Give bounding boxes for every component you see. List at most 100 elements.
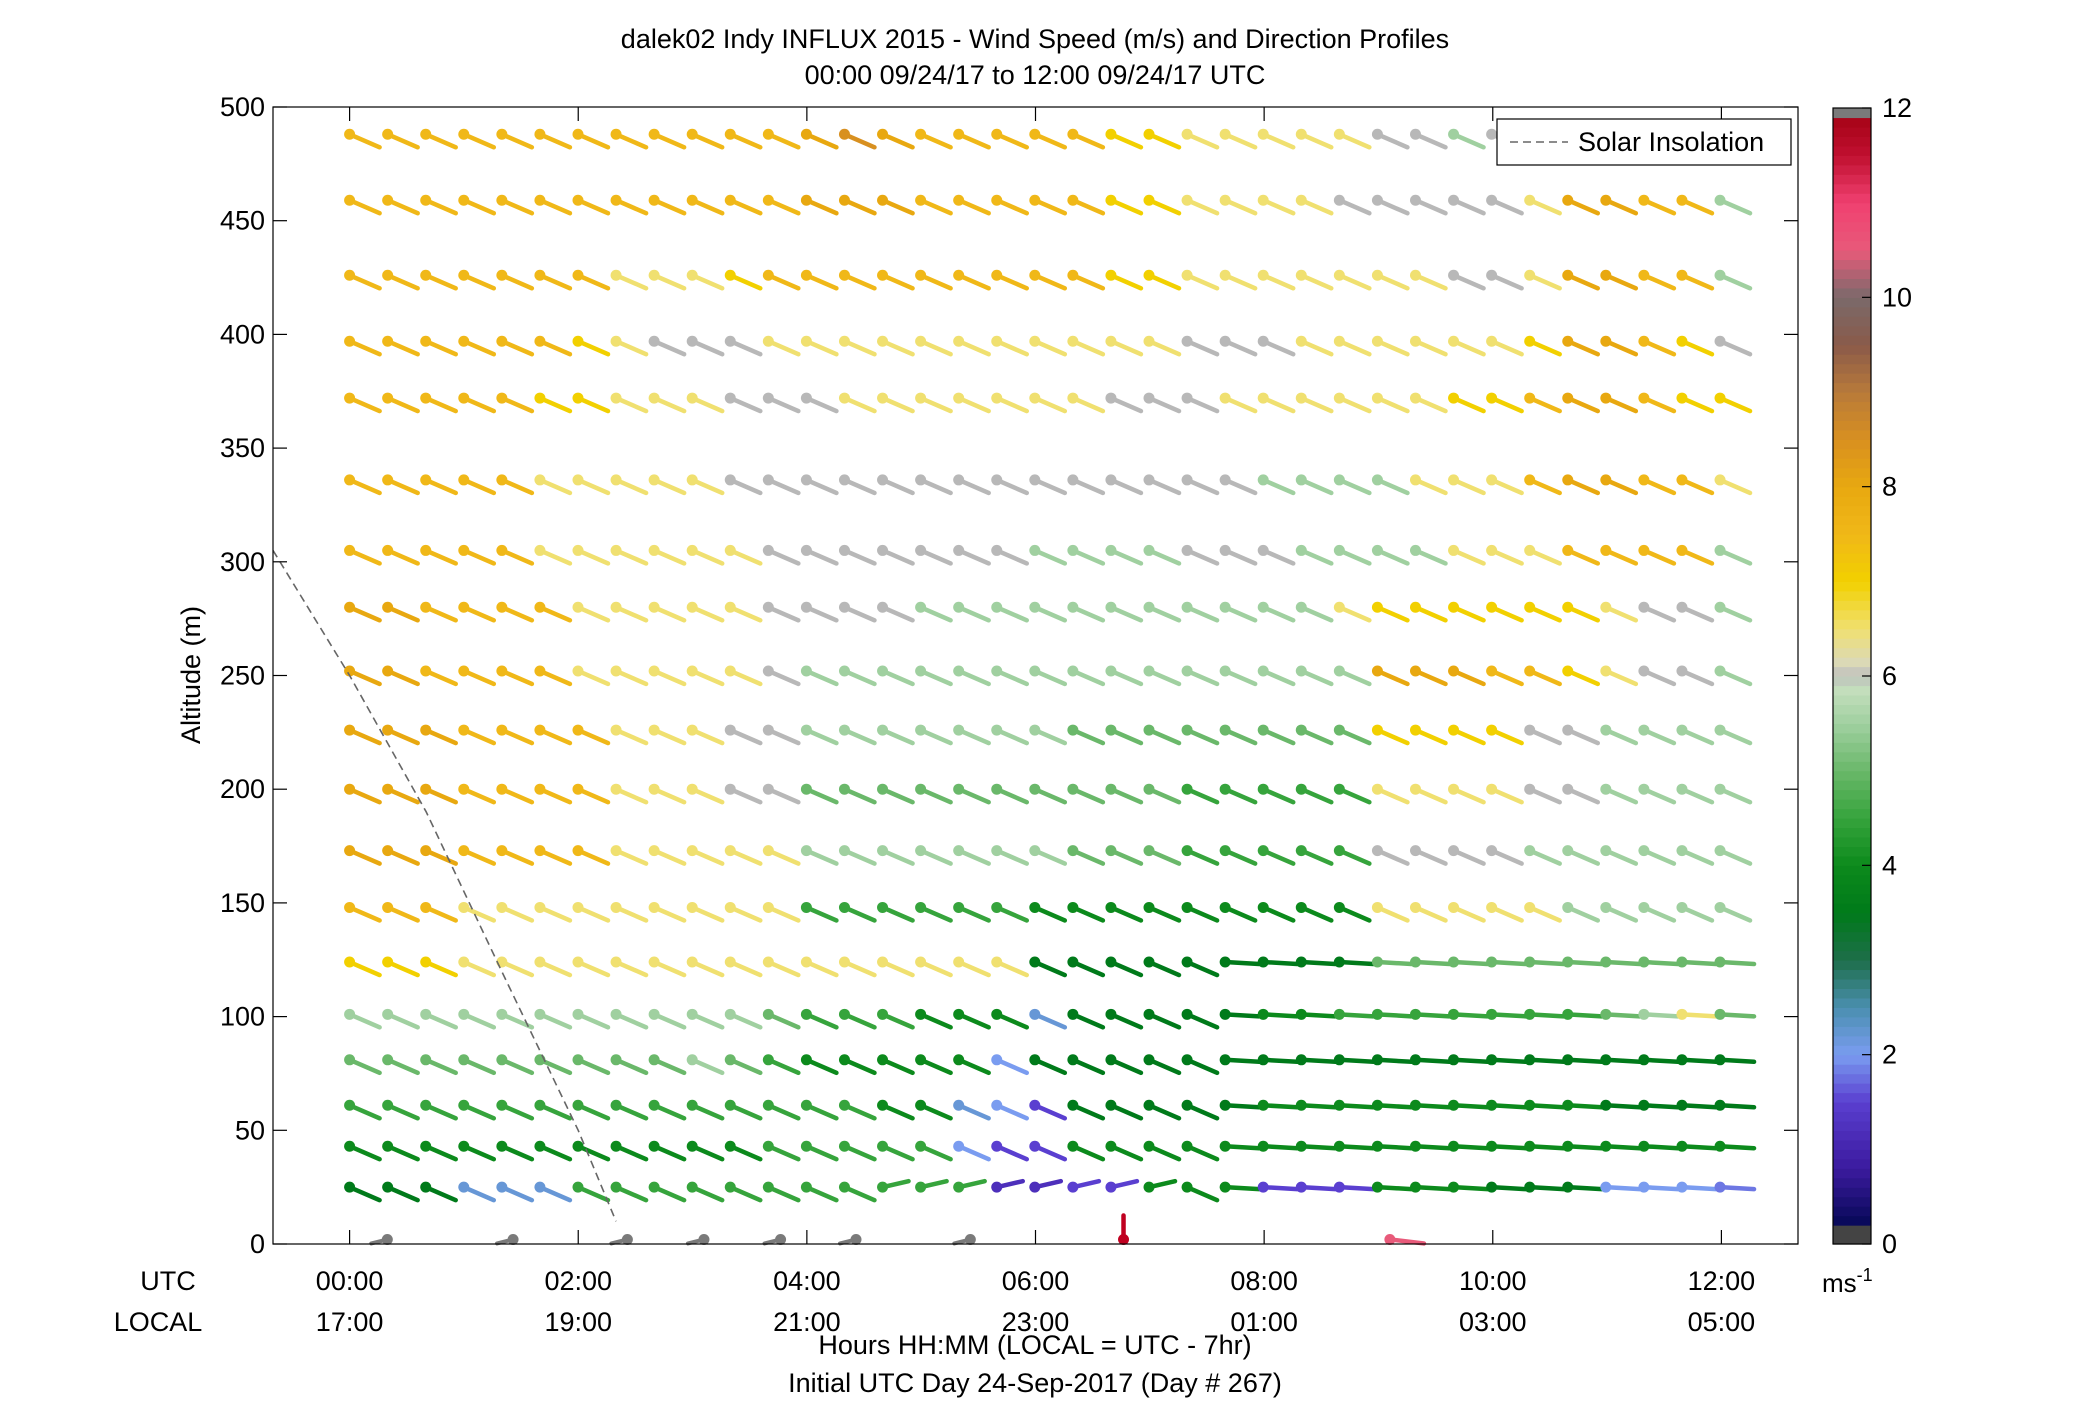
wind-barb-stem bbox=[1222, 1057, 1262, 1065]
wind-barb-dot bbox=[991, 956, 1003, 968]
wind-barb-dot bbox=[1371, 194, 1383, 206]
colorbar-segment bbox=[1833, 694, 1871, 705]
colorbar-segment bbox=[1833, 221, 1871, 232]
wind-barb-dot bbox=[1219, 392, 1231, 404]
wind-barb-dot bbox=[991, 1099, 1003, 1111]
wind-barb-dot bbox=[572, 665, 584, 677]
wind-barb-dot bbox=[877, 1181, 889, 1193]
wind-barb-dot bbox=[1333, 544, 1345, 556]
wind-barb-dot bbox=[1105, 1008, 1117, 1020]
colorbar-segment bbox=[1833, 268, 1871, 279]
wind-barb-dot bbox=[648, 128, 660, 140]
wind-barb-dot bbox=[1486, 724, 1498, 736]
colorbar-segment bbox=[1833, 581, 1871, 592]
wind-barb-dot bbox=[420, 1099, 432, 1111]
wind-barb-dot bbox=[1219, 901, 1231, 913]
colorbar-segment bbox=[1833, 306, 1871, 317]
wind-barb-dot bbox=[1067, 1054, 1079, 1066]
wind-barb-stem bbox=[1299, 1103, 1338, 1110]
colorbar-segment bbox=[1833, 676, 1871, 687]
surface-layer bbox=[369, 1213, 1427, 1246]
wind-barb-dot bbox=[686, 1140, 698, 1152]
wind-barb-dot bbox=[1105, 724, 1117, 736]
wind-barb-dot bbox=[724, 724, 736, 736]
wind-barb-stem bbox=[1565, 959, 1605, 967]
wind-barb-dot bbox=[572, 1140, 584, 1152]
wind-barb-dot bbox=[953, 665, 965, 677]
wind-barb-stem bbox=[1489, 1184, 1528, 1192]
wind-barb-dot bbox=[1562, 269, 1574, 281]
wind-barb-dot bbox=[1714, 1140, 1726, 1152]
colorbar-segment bbox=[1833, 1206, 1871, 1217]
wind-barb-dot bbox=[800, 783, 812, 795]
y-tick-label: 200 bbox=[220, 774, 265, 804]
wind-barb-dot bbox=[1676, 665, 1688, 677]
wind-barb-dot bbox=[1409, 724, 1421, 736]
wind-barb-dot bbox=[1067, 783, 1079, 795]
wind-barb-dot bbox=[1486, 1099, 1498, 1111]
wind-barb-dot bbox=[1524, 194, 1536, 206]
wind-barb-dot bbox=[1638, 544, 1650, 556]
wind-barb-dot bbox=[1029, 901, 1041, 913]
wind-barb-dot bbox=[1067, 194, 1079, 206]
wind-barb-dot bbox=[915, 1099, 927, 1111]
wind-barb-dot bbox=[420, 335, 432, 347]
wind-barb-dot bbox=[953, 335, 965, 347]
colorbar-unit-base: ms bbox=[1822, 1268, 1857, 1298]
wind-barb-dot bbox=[1600, 1181, 1612, 1193]
wind-barb-dot bbox=[1714, 269, 1726, 281]
wind-barb-dot bbox=[838, 601, 850, 613]
wind-barb-dot bbox=[572, 1008, 584, 1020]
colorbar-segment bbox=[1833, 704, 1871, 715]
colorbar-segment bbox=[1833, 638, 1871, 649]
wind-barb-dot bbox=[1638, 474, 1650, 486]
wind-barb-dot bbox=[458, 1099, 470, 1111]
wind-barb-stem bbox=[1527, 1057, 1566, 1065]
wind-barb-dot bbox=[1676, 1181, 1688, 1193]
wind-barb-dot bbox=[1486, 392, 1498, 404]
wind-barb-stem bbox=[1717, 1143, 1757, 1151]
wind-barb-dot bbox=[1333, 783, 1345, 795]
wind-barb-dot bbox=[1486, 783, 1498, 795]
wind-barb-dot bbox=[1448, 1008, 1460, 1020]
wind-barb-dot bbox=[1181, 392, 1193, 404]
wind-barb-dot bbox=[991, 1181, 1003, 1193]
wind-barb-dot bbox=[1486, 1140, 1498, 1152]
wind-barb-dot bbox=[1181, 1140, 1193, 1152]
wind-barb-dot bbox=[534, 474, 546, 486]
wind-barb-dot bbox=[1600, 544, 1612, 556]
colorbar-tick-label: 6 bbox=[1882, 661, 1897, 691]
wind-barb-dot bbox=[344, 1181, 356, 1193]
wind-barb-dot bbox=[877, 335, 889, 347]
wind-barb-dot bbox=[1409, 783, 1421, 795]
colorbar-segment bbox=[1833, 543, 1871, 554]
wind-barb-dot bbox=[1562, 783, 1574, 795]
x-tick-label-local: 21:00 bbox=[773, 1307, 841, 1337]
colorbar-segment bbox=[1833, 429, 1871, 440]
wind-barb-dot bbox=[1371, 392, 1383, 404]
wind-barb-dot bbox=[800, 901, 812, 913]
wind-barb-dot bbox=[1333, 601, 1345, 613]
wind-barb-dot bbox=[1600, 194, 1612, 206]
wind-barb-dot bbox=[458, 474, 470, 486]
colorbar-segment bbox=[1833, 666, 1871, 677]
wind-barb-dot bbox=[1219, 783, 1231, 795]
wind-barb-dot bbox=[686, 956, 698, 968]
wind-barb-stem bbox=[1527, 1143, 1566, 1151]
wind-barb-dot bbox=[648, 956, 660, 968]
wind-barb-dot bbox=[496, 544, 508, 556]
wind-barb-dot bbox=[1486, 335, 1498, 347]
wind-barb-dot bbox=[420, 1140, 432, 1152]
wind-barb-dot bbox=[1029, 1008, 1041, 1020]
wind-barb-dot bbox=[915, 392, 927, 404]
wind-barb-dot bbox=[1562, 474, 1574, 486]
colorbar-segment bbox=[1833, 505, 1871, 516]
wind-barb-dot bbox=[420, 1181, 432, 1193]
wind-barb-dot bbox=[800, 1008, 812, 1020]
wind-barb-dot bbox=[1448, 783, 1460, 795]
wind-barb-stem bbox=[1375, 1184, 1414, 1192]
wind-barb-dot bbox=[1105, 1181, 1117, 1193]
wind-barb-dot bbox=[534, 845, 546, 857]
wind-barb-dot bbox=[724, 128, 736, 140]
wind-barb-dot bbox=[991, 1140, 1003, 1152]
